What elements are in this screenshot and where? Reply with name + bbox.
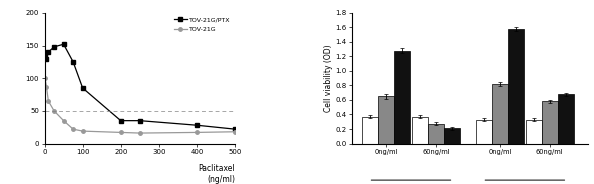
- TOV-21G/PTX: [69, 61, 77, 63]
- TOV-21G: [79, 130, 86, 132]
- Bar: [428, 124, 444, 144]
- TOV-21G/PTX: [50, 46, 58, 48]
- TOV-21G/PTX: [43, 57, 50, 60]
- Bar: [412, 117, 428, 144]
- TOV-21G/PTX: [45, 51, 52, 53]
- TOV-21G: [42, 77, 49, 79]
- TOV-21G: [69, 128, 77, 130]
- TOV-21G/PTX: [194, 124, 201, 126]
- TOV-21G/PTX: [42, 54, 49, 56]
- TOV-21G: [194, 131, 201, 134]
- TOV-21G/PTX: [232, 128, 239, 130]
- Y-axis label: Cell viability (OD): Cell viability (OD): [324, 44, 333, 112]
- TOV-21G: [50, 110, 58, 112]
- Bar: [362, 117, 378, 144]
- TOV-21G/PTX: [60, 43, 67, 45]
- TOV-21G/PTX: [117, 120, 124, 122]
- TOV-21G: [45, 100, 52, 102]
- Text: Paclitaxel: Paclitaxel: [198, 164, 235, 174]
- Bar: [492, 84, 508, 144]
- Bar: [394, 51, 410, 144]
- Bar: [476, 120, 492, 144]
- TOV-21G: [43, 86, 50, 88]
- Legend: TOV-21G/PTX, TOV-21G: TOV-21G/PTX, TOV-21G: [173, 16, 232, 34]
- TOV-21G: [60, 120, 67, 122]
- Line: TOV-21G/PTX: TOV-21G/PTX: [43, 43, 237, 131]
- Bar: [444, 128, 460, 144]
- Text: (ng/ml): (ng/ml): [207, 175, 235, 184]
- Bar: [542, 101, 558, 144]
- TOV-21G: [117, 131, 124, 134]
- Bar: [508, 29, 524, 144]
- Bar: [378, 96, 394, 144]
- Line: TOV-21G: TOV-21G: [43, 77, 237, 135]
- Bar: [558, 94, 574, 144]
- TOV-21G: [232, 131, 239, 133]
- Bar: [526, 120, 542, 144]
- TOV-21G: [136, 132, 143, 134]
- TOV-21G/PTX: [136, 120, 143, 122]
- TOV-21G/PTX: [79, 87, 86, 89]
